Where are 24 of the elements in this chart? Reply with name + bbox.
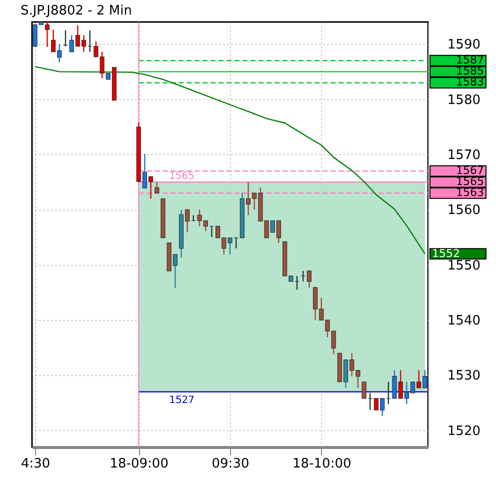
y-tick-label: 1570 — [447, 148, 480, 163]
ref-line-label: 1585 — [456, 64, 484, 78]
candlestick — [306, 270, 312, 288]
candlestick — [154, 181, 160, 194]
x-tick-label: 09:30 — [212, 456, 250, 472]
data-label: 1552 — [432, 246, 460, 260]
line-series — [34, 66, 426, 254]
y-tick-label: 1550 — [447, 258, 480, 274]
x-tick-label: 4:30 — [20, 456, 50, 472]
y-tick-label: 1590 — [447, 38, 480, 53]
chart-title: S.JP.J8802 - 2 Min — [20, 3, 132, 18]
y-tick-label: 1520 — [447, 424, 480, 439]
annotation: 1565 — [169, 171, 195, 182]
y-tick-label: 1530 — [447, 368, 480, 384]
x-tick-label: 18-10:00 — [292, 456, 352, 472]
ref-line-label: 1563 — [456, 186, 484, 200]
y-tick-label: 1560 — [447, 203, 480, 218]
y-tick-label: 1540 — [447, 314, 480, 329]
ref-line-label: 1565 — [456, 175, 484, 188]
y-tick-label: 1580 — [447, 92, 480, 108]
x-tick-label: 18-09:00 — [110, 456, 168, 472]
ref-line-label: 1567 — [456, 164, 484, 178]
annotation: 1527 — [169, 394, 195, 406]
ref-line-label: 1587 — [456, 54, 484, 67]
